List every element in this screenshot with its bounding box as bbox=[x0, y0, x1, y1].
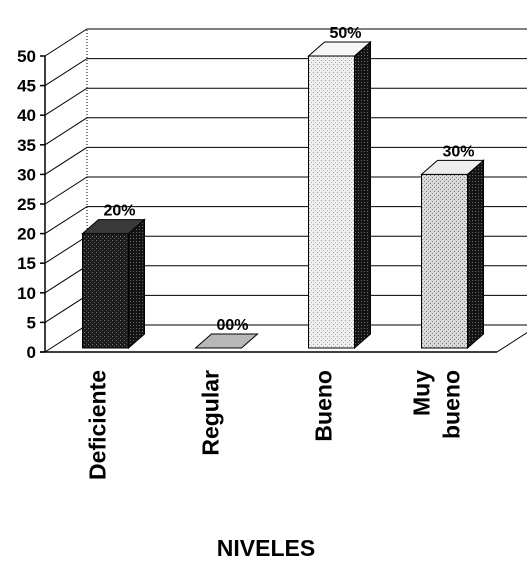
gridline bbox=[44, 28, 527, 57]
gridline bbox=[44, 206, 527, 235]
bar-bueno bbox=[307, 40, 372, 350]
y-tick-label: 25 bbox=[17, 195, 36, 214]
y-tick-label: 0 bbox=[27, 343, 36, 362]
bar-top bbox=[194, 333, 259, 349]
category-label: Muy bbox=[409, 370, 435, 416]
bar-regular bbox=[194, 333, 259, 349]
category-label: Regular bbox=[198, 370, 224, 456]
y-tick-label: 5 bbox=[27, 313, 36, 332]
gridline bbox=[44, 176, 527, 205]
bars-layer bbox=[81, 40, 485, 350]
category-label: Deficiente bbox=[85, 370, 111, 480]
bar-muy-bueno bbox=[420, 159, 485, 350]
gridline bbox=[44, 87, 527, 116]
x-axis-title: NIVELES bbox=[217, 535, 315, 561]
y-tick-label: 50 bbox=[17, 47, 36, 66]
bar-front bbox=[82, 233, 129, 349]
axes-layer: 0 5 10 15 20 25 30 35 40 45 50 bbox=[17, 47, 497, 362]
bar-front bbox=[308, 55, 355, 349]
bar-side bbox=[128, 218, 145, 350]
data-label: 20% bbox=[103, 203, 135, 220]
grid-layer bbox=[43, 28, 527, 353]
bar-top bbox=[307, 41, 372, 57]
bar-top bbox=[420, 159, 485, 175]
category-label: bueno bbox=[439, 370, 465, 439]
y-tick-label: 10 bbox=[17, 284, 36, 303]
bar-side bbox=[467, 159, 484, 350]
bar-top bbox=[81, 219, 146, 235]
data-label: 30% bbox=[442, 143, 474, 160]
gridline bbox=[44, 117, 527, 146]
y-tick-label: 45 bbox=[17, 77, 36, 96]
y-tick-label: 30 bbox=[17, 165, 36, 184]
bar-front bbox=[421, 173, 468, 349]
y-tick-label: 20 bbox=[17, 225, 36, 244]
gridline bbox=[44, 146, 527, 175]
bar-side bbox=[354, 40, 371, 350]
data-label: 50% bbox=[329, 25, 361, 42]
y-tick-label: 35 bbox=[17, 136, 36, 155]
bar-deficiente bbox=[81, 218, 146, 350]
y-tick-label: 40 bbox=[17, 106, 36, 125]
gridline bbox=[44, 58, 527, 87]
labels-layer: 20% Deficiente 00% Regular 50% Bueno 30% Muy bue… bbox=[85, 25, 475, 561]
y-tick-label: 15 bbox=[17, 254, 36, 273]
data-label: 00% bbox=[216, 317, 248, 334]
category-label: Bueno bbox=[311, 370, 337, 442]
